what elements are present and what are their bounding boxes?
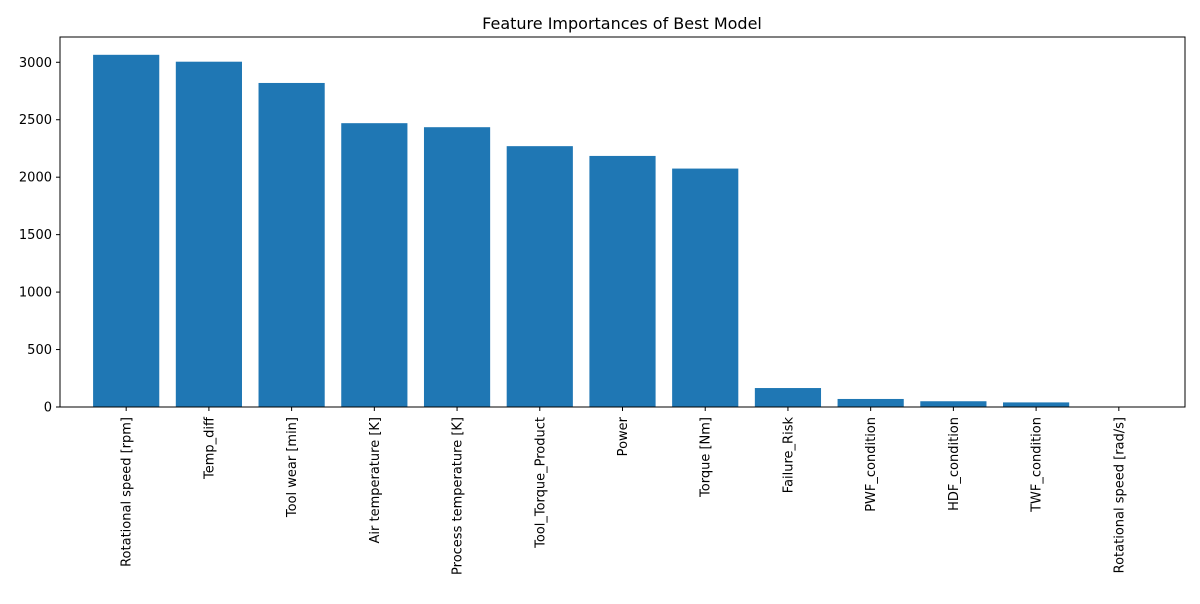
- x-tick-label: Rotational speed [rpm]: [120, 417, 135, 567]
- x-tick-label: Failure_Risk: [781, 417, 796, 494]
- bar: [506, 146, 573, 407]
- x-tick-label: PWF_condition: [864, 417, 879, 512]
- bar: [837, 398, 904, 407]
- x-tick-label: Power: [616, 416, 631, 456]
- bar: [672, 168, 739, 407]
- axes-layer: 0 500 1000 1500 2000 2500 3000 Rotational speed…: [19, 36, 1186, 575]
- x-tick-label: Temp_diff: [202, 416, 217, 480]
- bar: [93, 54, 160, 408]
- bar: [423, 127, 491, 407]
- x-tick-label: Tool wear [min]: [285, 417, 300, 518]
- x-tick-label: HDF_condition: [947, 417, 962, 511]
- x-tick-label: Tool_Torque_Product: [533, 417, 548, 549]
- y-tick-label: 3000: [19, 56, 52, 71]
- y-tick-label: 1000: [19, 286, 52, 301]
- bar: [754, 388, 822, 407]
- y-tick-label: 2500: [19, 113, 52, 128]
- x-tick-label: Process temperature [K]: [451, 417, 466, 575]
- x-tick-label: Air temperature [K]: [368, 417, 383, 544]
- bar: [175, 61, 242, 407]
- bar: [258, 82, 325, 408]
- x-tick-label: TWF_condition: [1030, 417, 1045, 513]
- bar: [589, 155, 656, 407]
- bars-layer: [93, 54, 1070, 408]
- bar: [920, 401, 987, 407]
- y-tick-label: 2000: [19, 171, 52, 186]
- y-tick-label: 0: [44, 401, 52, 416]
- x-tick-label: Rotational speed [rad/s]: [1112, 417, 1127, 573]
- bar: [341, 123, 408, 408]
- chart-title: Feature Importances of Best Model: [482, 14, 762, 33]
- y-tick-label: 500: [27, 343, 52, 358]
- x-tick-label: Torque [Nm]: [699, 417, 714, 498]
- y-tick-label: 1500: [19, 228, 52, 243]
- bar: [1003, 402, 1070, 407]
